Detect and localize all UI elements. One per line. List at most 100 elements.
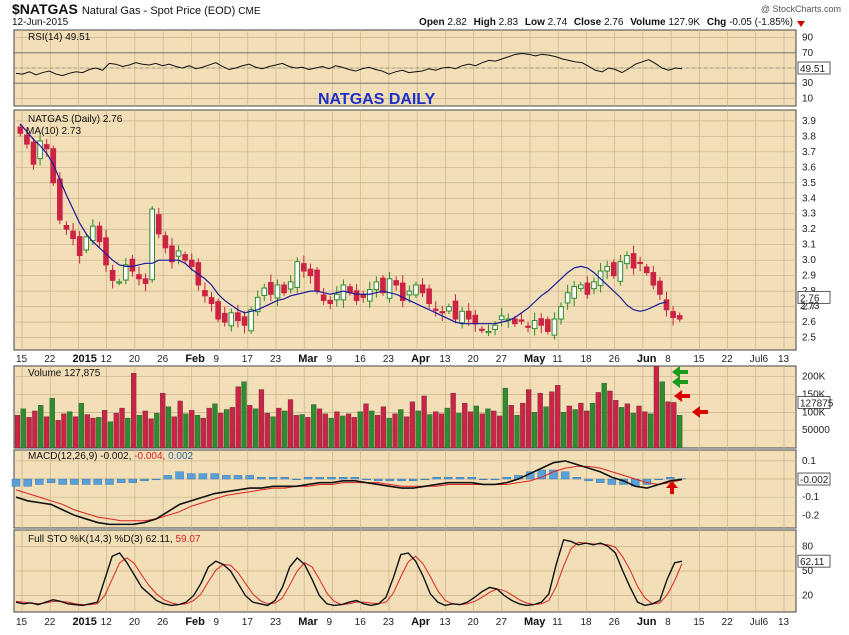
volume-bar	[340, 415, 346, 449]
macd-hist-bar	[245, 475, 254, 480]
x-axis-label-bottom: 27	[496, 617, 508, 628]
arrow-marker	[692, 406, 708, 418]
macd-hist-bar	[210, 473, 219, 480]
candle	[472, 314, 479, 325]
macd-hist-bar	[385, 478, 395, 482]
volume-bar	[496, 415, 503, 449]
candle	[301, 263, 307, 272]
candle	[281, 284, 287, 294]
candle	[492, 324, 498, 331]
volume-bar	[235, 386, 241, 449]
volume-bar	[578, 402, 584, 449]
volume-bar	[601, 382, 607, 449]
candle	[360, 294, 366, 298]
macd-hist-bar	[560, 471, 570, 480]
x-axis-label: Jul6	[750, 354, 769, 365]
volume-bar	[404, 416, 410, 449]
x-axis-label: 16	[355, 354, 367, 365]
x-axis-label-bottom: 2015	[72, 616, 96, 628]
macd-hist-bar	[292, 478, 301, 481]
x-axis-label: 2015	[72, 353, 96, 365]
x-axis-label: 15	[693, 354, 705, 365]
volume-bar	[55, 420, 61, 449]
volume-bar	[270, 416, 276, 449]
candle	[610, 262, 617, 277]
volume-bar	[438, 413, 445, 449]
macd-label: MACD(12,26,9) -0.002, -0.004, 0.002	[28, 451, 194, 462]
candle	[90, 225, 96, 242]
macd-hist-bar	[198, 473, 208, 480]
x-axis-label: 11	[552, 354, 563, 365]
macd-hist-bar	[374, 478, 383, 482]
macd-hist-bar	[362, 478, 371, 481]
x-axis-label-bottom: Mar	[298, 616, 318, 628]
arrow-marker	[674, 390, 690, 402]
price-tick-label: 3.8	[802, 131, 816, 142]
sto-label: Full STO %K(14,3) %D(3) 62.11, 59.07	[28, 534, 201, 545]
macd-hist-bar	[479, 478, 488, 481]
candle	[439, 311, 446, 314]
watermark: @ StockCharts.com	[760, 4, 841, 14]
candle	[287, 281, 294, 290]
candle	[307, 268, 314, 277]
close-value: 2.76	[603, 17, 624, 28]
macd-hist-bar	[23, 478, 32, 487]
macd-hist-bar	[93, 478, 102, 485]
sto-tick-label: 80	[802, 541, 814, 552]
down-change-icon	[797, 21, 805, 27]
volume-tick-label: 50000	[802, 425, 830, 436]
candle	[617, 261, 624, 282]
price-tick-label: 3.5	[802, 178, 816, 189]
rsi-tick-label: 10	[802, 93, 814, 104]
x-axis-label-bottom: 8	[665, 617, 671, 628]
volume-bar	[624, 403, 631, 449]
candle	[188, 259, 195, 267]
macd-hist-bar	[35, 478, 44, 485]
macd-hist-bar	[467, 477, 476, 480]
macd-hist-bar	[537, 469, 546, 480]
volume-bar	[305, 417, 311, 449]
volume-tick-label: 150K	[802, 390, 826, 401]
x-axis-label: 12	[101, 354, 113, 365]
candle	[512, 318, 518, 325]
rsi-tick-label: 90	[802, 33, 814, 44]
candle	[314, 269, 320, 292]
candle	[320, 294, 327, 301]
macd-hist-bar	[46, 478, 56, 483]
x-axis-label: 26	[157, 354, 169, 365]
x-axis-label: Apr	[411, 353, 431, 365]
volume-bar	[415, 410, 421, 449]
volume-bar	[206, 407, 212, 449]
x-axis-label-bottom: 13	[778, 617, 790, 628]
volume-bar	[531, 412, 538, 449]
volume-bar	[549, 391, 555, 449]
volume-bar	[328, 417, 334, 449]
macd-hist-bar	[303, 477, 313, 480]
volume-bar	[671, 402, 677, 449]
volume-bar	[392, 413, 398, 449]
candle	[96, 225, 103, 243]
candle	[175, 250, 182, 257]
x-axis-label-bottom: 11	[552, 617, 563, 628]
price-tick-label: 3.2	[802, 224, 816, 235]
x-axis-label-bottom: Feb	[185, 616, 205, 628]
macd-hist-bar	[350, 477, 360, 480]
price-tick-label: 3.3	[802, 209, 816, 220]
chart-annotation: NATGAS DAILY	[318, 91, 436, 108]
candle	[366, 289, 373, 302]
candle	[551, 318, 558, 336]
rsi-last-value: 49.51	[800, 64, 825, 75]
candle	[63, 225, 70, 230]
x-axis-label: 23	[270, 354, 282, 365]
volume-bar	[223, 409, 230, 449]
volume-bar	[78, 402, 84, 449]
candle	[149, 208, 155, 281]
volume-bar	[183, 413, 189, 449]
volume-bar	[258, 389, 265, 449]
rsi-tick-label: 30	[802, 78, 814, 89]
macd-hist-bar	[175, 471, 184, 480]
price-tick-label: 3.6	[802, 162, 816, 173]
macd-hist-bar	[596, 478, 605, 483]
candle	[571, 286, 578, 299]
volume-bar	[462, 402, 468, 449]
